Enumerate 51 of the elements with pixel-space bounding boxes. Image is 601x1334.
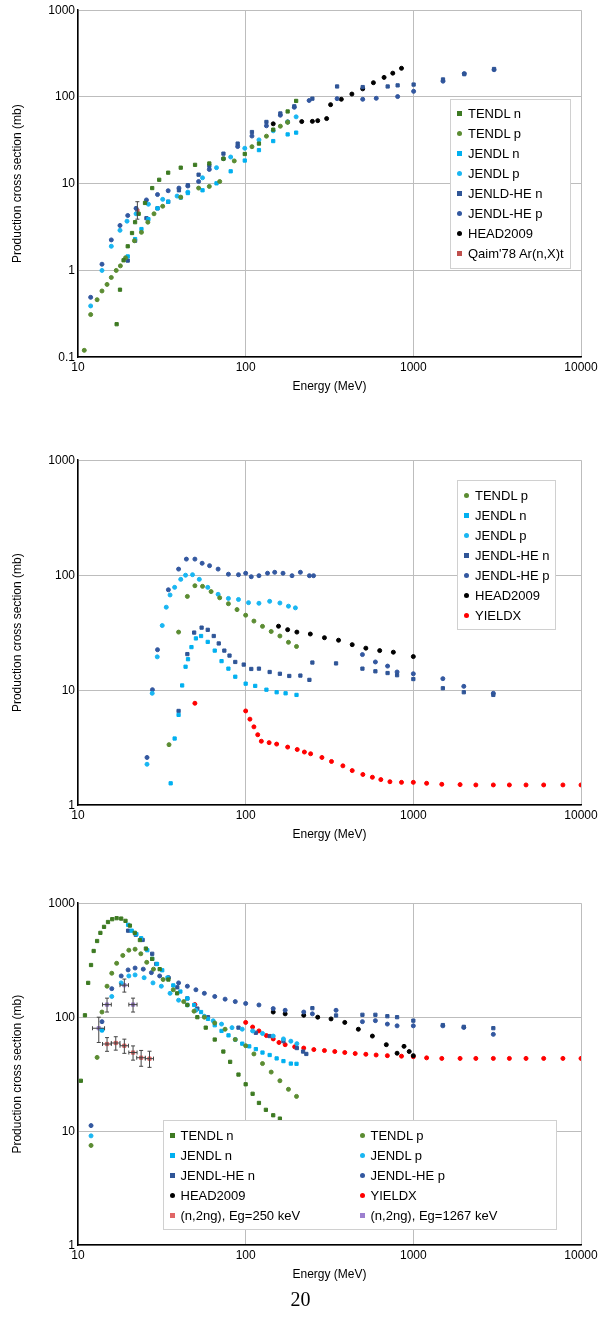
legend-label: TENDL p — [468, 126, 521, 142]
y-tick-label: 10 — [61, 176, 76, 191]
legend-label: JENDL n — [475, 507, 527, 523]
legend-label: YIELDX — [370, 1187, 417, 1203]
y-tick-label: 10 — [61, 682, 76, 697]
legend-label: TENDL n — [468, 106, 521, 122]
x-axis-title: Energy (MeV) — [292, 379, 367, 394]
legend-label: JENDL-HE p — [468, 206, 543, 222]
y-tick-label: 100 — [54, 567, 76, 582]
x-tick-label: 1000 — [399, 359, 427, 374]
legend-label: HEAD2009 — [180, 1187, 246, 1203]
x-tick-label: 10000 — [564, 807, 599, 822]
legend-label: JENDL n — [180, 1147, 233, 1163]
y-tick-label: 100 — [54, 1009, 76, 1024]
y-tick-label: 1000 — [48, 452, 76, 467]
x-tick-label: 10000 — [564, 359, 599, 374]
y-axis-title: Production cross section (mb) — [9, 104, 24, 264]
legend-label: JENDL n — [468, 146, 520, 162]
legend-label: JENDL-HE p — [370, 1167, 445, 1183]
y-tick-label: 10 — [61, 1123, 76, 1138]
y-tick-label: 1000 — [48, 2, 76, 17]
x-axis-title: Energy (MeV) — [292, 827, 367, 842]
text: 20 — [289, 1288, 312, 1311]
y-tick-label: 1000 — [48, 895, 76, 910]
legend-label: TENDL n — [180, 1127, 234, 1143]
legend-label: JENDL-HE n — [180, 1167, 255, 1183]
legend-label: TENDL p — [475, 487, 528, 503]
legend-label: JENDL p — [475, 527, 527, 543]
legend-label: HEAD2009 — [468, 226, 534, 242]
x-axis-title: Energy (MeV) — [292, 1267, 367, 1282]
legend-label: JENDL p — [468, 166, 520, 182]
legend-label: JENDL-HE n — [475, 547, 550, 563]
legend-label: (n,2ng), Eg=1267 keV — [370, 1207, 498, 1223]
x-tick-label: 100 — [235, 1247, 256, 1262]
legend-label: Qaim'78 Ar(n,X)t — [468, 246, 564, 262]
y-axis-title: Production cross section (mb) — [9, 553, 24, 713]
legend-label: JENDL-HE p — [475, 567, 550, 583]
legend-label: TENDL p — [370, 1127, 424, 1143]
legend-label: HEAD2009 — [475, 587, 541, 603]
x-tick-label: 10000 — [564, 1247, 599, 1262]
legend-label: JENLD-HE n — [468, 186, 543, 202]
y-axis-title: Production cross section (mb) — [9, 994, 24, 1154]
x-tick-label: 100 — [235, 807, 256, 822]
legend-label: YIELDX — [475, 607, 522, 623]
x-tick-label: 1000 — [399, 1247, 427, 1262]
y-tick-label: 1 — [68, 262, 76, 277]
x-tick-label: 100 — [235, 359, 256, 374]
legend-label: (n,2ng), Eg=250 keV — [180, 1207, 301, 1223]
legend-label: JENDL p — [370, 1147, 423, 1163]
y-tick-label: 100 — [54, 89, 76, 104]
x-tick-label: 1000 — [399, 807, 427, 822]
